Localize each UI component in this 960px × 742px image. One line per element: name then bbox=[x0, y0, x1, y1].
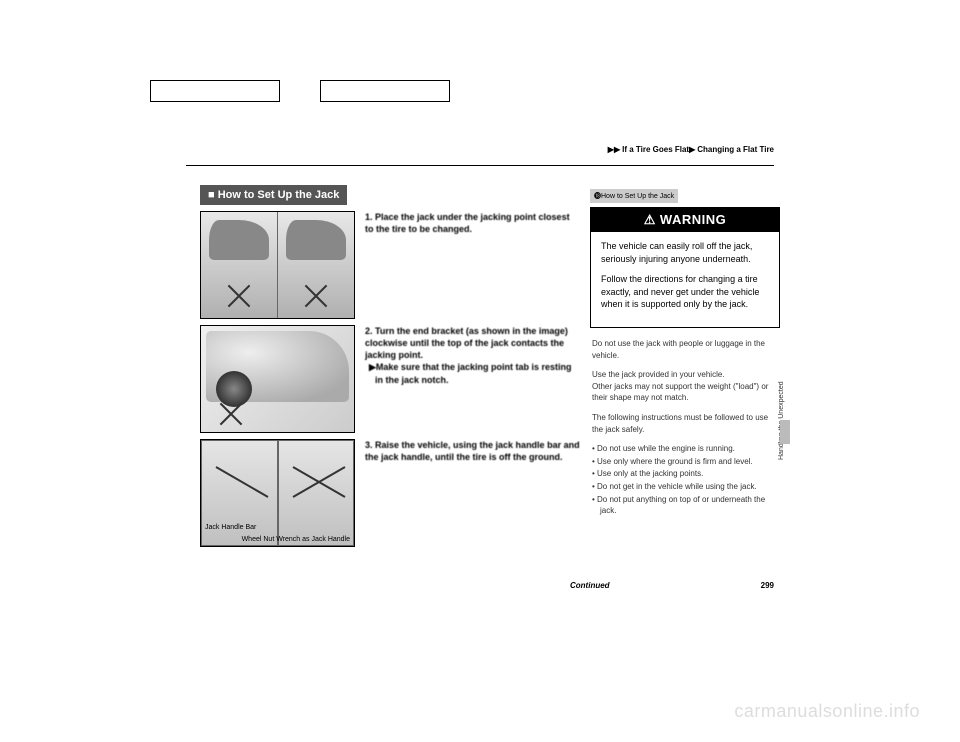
info-bullet-list: Do not use while the engine is running. … bbox=[592, 443, 778, 517]
car-silhouette-icon bbox=[209, 220, 269, 260]
main-column: How to Set Up the Jack 1. Place the jack… bbox=[200, 185, 580, 553]
step-3-image: Jack Handle Bar Wheel Nut Wrench as Jack… bbox=[200, 439, 355, 547]
car-silhouette-icon bbox=[286, 220, 347, 260]
side-tab-label: Handling the Unexpected bbox=[778, 360, 785, 460]
top-placeholder-boxes bbox=[150, 80, 450, 102]
handle-bar-icon bbox=[216, 466, 269, 498]
info-bullet: Do not put anything on top of or underne… bbox=[592, 494, 778, 517]
info-p2: Use the jack provided in your vehicle. O… bbox=[592, 369, 778, 404]
top-box-2 bbox=[320, 80, 450, 102]
step-3-text: 3. Raise the vehicle, using the jack han… bbox=[365, 439, 580, 463]
step-3-panel-right bbox=[278, 440, 355, 546]
side-tab-marker bbox=[780, 420, 790, 444]
info-tag: ⓲How to Set Up the Jack bbox=[590, 189, 678, 203]
footer-page-number: 299 bbox=[761, 581, 774, 590]
side-tab: Handling the Unexpected bbox=[778, 360, 792, 490]
step-2-main: 2. Turn the end bracket (as shown in the… bbox=[365, 326, 568, 360]
step-1-image-left bbox=[201, 212, 278, 318]
watermark: carmanualsonline.info bbox=[734, 701, 920, 722]
info-bullet: Use only where the ground is firm and le… bbox=[592, 456, 778, 468]
label-wheel-nut-wrench: Wheel Nut Wrench as Jack Handle bbox=[242, 536, 350, 544]
breadcrumb-part1: If a Tire Goes Flat bbox=[622, 145, 689, 154]
top-box-1 bbox=[150, 80, 280, 102]
info-p1: Do not use the jack with people or lugga… bbox=[592, 338, 778, 361]
info-bullet: Use only at the jacking points. bbox=[592, 468, 778, 480]
jack-icon bbox=[301, 280, 331, 310]
warning-header: WARNING bbox=[591, 208, 779, 232]
step-2-text: 2. Turn the end bracket (as shown in the… bbox=[365, 325, 580, 386]
footer-continued: Continued bbox=[570, 581, 610, 590]
warning-p2: Follow the directions for changing a tir… bbox=[601, 273, 769, 311]
breadcrumb: ▶▶If a Tire Goes Flat▶Changing a Flat Ti… bbox=[608, 145, 774, 154]
breadcrumb-part2: Changing a Flat Tire bbox=[697, 145, 774, 154]
warning-body: The vehicle can easily roll off the jack… bbox=[591, 232, 779, 327]
breadcrumb-arrow-1: ▶▶ bbox=[608, 145, 620, 154]
step-1-text: 1. Place the jack under the jacking poin… bbox=[365, 211, 580, 235]
header-rule bbox=[186, 165, 774, 166]
label-jack-handle-bar: Jack Handle Bar bbox=[205, 524, 256, 532]
step-1-image-right bbox=[278, 212, 355, 318]
warning-box: WARNING The vehicle can easily roll off … bbox=[590, 207, 780, 328]
step-1-image bbox=[200, 211, 355, 319]
step-2-sub: ▶Make sure that the jacking point tab is… bbox=[365, 361, 580, 385]
breadcrumb-arrow-2: ▶ bbox=[689, 145, 695, 154]
jack-icon bbox=[216, 398, 246, 428]
info-p3: The following instructions must be follo… bbox=[592, 412, 778, 435]
info-bullet: Do not use while the engine is running. bbox=[592, 443, 778, 455]
sidebar-column: ⓲How to Set Up the Jack WARNING The vehi… bbox=[590, 185, 780, 518]
section-title: How to Set Up the Jack bbox=[218, 189, 340, 201]
step-1-row: 1. Place the jack under the jacking poin… bbox=[200, 211, 580, 319]
jack-icon bbox=[224, 280, 254, 310]
info-body: Do not use the jack with people or lugga… bbox=[590, 338, 780, 517]
warning-p1: The vehicle can easily roll off the jack… bbox=[601, 240, 769, 265]
step-3-row: Jack Handle Bar Wheel Nut Wrench as Jack… bbox=[200, 439, 580, 547]
step-2-image bbox=[200, 325, 355, 433]
warning-title: WARNING bbox=[660, 212, 726, 227]
section-header: How to Set Up the Jack bbox=[200, 185, 347, 205]
info-bullet: Do not get in the vehicle while using th… bbox=[592, 481, 778, 493]
step-2-row: 2. Turn the end bracket (as shown in the… bbox=[200, 325, 580, 433]
